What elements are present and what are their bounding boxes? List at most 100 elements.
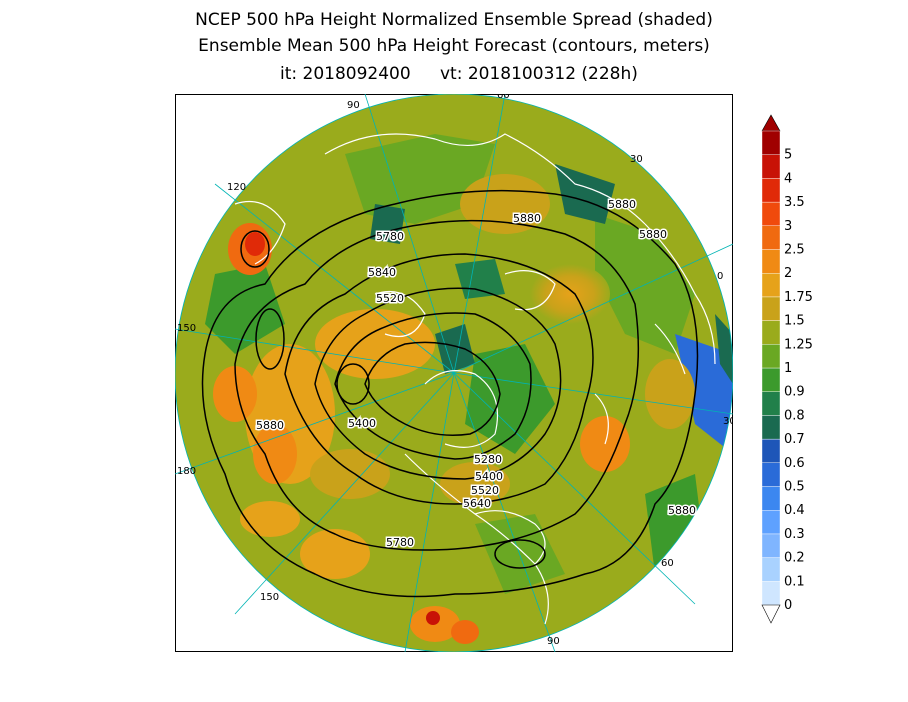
colorbar-label: 1.25 [784, 337, 813, 352]
colorbar-swatch [761, 581, 781, 606]
meridian-label: 150 [260, 592, 279, 603]
closed-contour [494, 539, 546, 569]
colorbar-swatch [761, 415, 781, 440]
contour-label: 5880 [639, 228, 667, 241]
spread-area-high [460, 174, 550, 234]
init-time: it: 2018092400 [280, 64, 411, 84]
colorbar-label: 0.5 [784, 480, 805, 495]
colorbar-label: 0.6 [784, 456, 805, 471]
spread-area-peak [245, 232, 265, 256]
spread-area-low [465, 344, 555, 454]
valid-time: vt: 2018100312 (228h) [440, 64, 638, 84]
colorbar-label: 0.7 [784, 432, 805, 447]
contour-label: 5640 [463, 497, 491, 510]
polar-stereographic-map: 5780 5840 5520 5880 5880 5880 5880 5400 … [175, 94, 733, 652]
colorbar-label: 0.8 [784, 408, 805, 423]
colorbar-swatch [761, 130, 781, 155]
meridian-labels: 60 30 0 30 60 90 120 150 180 150 120 90 [177, 94, 733, 647]
colorbar-swatch [761, 391, 781, 416]
colorbar-label: 3.5 [784, 195, 805, 210]
colorbar-swatch [761, 320, 781, 345]
colorbar-max-arrow [761, 114, 781, 132]
spread-area-low [435, 324, 475, 374]
spread-area-high [253, 424, 297, 484]
colorbar-label: 2 [784, 266, 792, 281]
contour-label: 5520 [471, 484, 499, 497]
colorbar-swatch [761, 486, 781, 511]
contour-label: 5880 [668, 504, 696, 517]
colorbar-swatch [761, 533, 781, 558]
spread-area-low [205, 264, 285, 354]
graticule [175, 94, 733, 652]
meridian-label: 60 [661, 558, 674, 569]
spread-area-high [645, 359, 695, 429]
meridian-label: 90 [547, 636, 560, 647]
contour-label: 5880 [256, 419, 284, 432]
height-contours [201, 189, 699, 598]
contour-label: 5520 [376, 292, 404, 305]
spread-area-low [345, 134, 495, 224]
colorbar-label: 1 [784, 361, 792, 376]
contour-5400 [334, 312, 532, 460]
closed-low [336, 363, 370, 405]
colorbar-labels: 0 0.1 0.2 0.3 0.4 0.5 0.6 0.7 0.8 0.9 1 1.25 1.5 1.75… [784, 148, 813, 613]
spread-area-min [675, 334, 733, 454]
colorbar: 0 0.1 0.2 0.3 0.4 0.5 0.6 0.7 0.8 0.9 1 1.25 1.5 1.75… [761, 114, 813, 624]
colorbar-swatch [761, 367, 781, 392]
contour-5520 [314, 287, 562, 480]
meridian-label: 150 [177, 323, 196, 334]
colorbar-swatch [761, 154, 781, 179]
meridian-label: 0 [717, 271, 723, 282]
contour-label: 5780 [386, 536, 414, 549]
meridian-label: 120 [227, 182, 246, 193]
meridian-label: 90 [347, 100, 360, 111]
colorbar-swatch [761, 272, 781, 298]
spread-area-low [715, 314, 733, 384]
meridian-label: 60 [497, 94, 510, 101]
contour-label: 5400 [348, 417, 376, 430]
contour-label: 5280 [474, 453, 502, 466]
meridian-label: 180 [177, 466, 196, 477]
contour-label: 5780 [376, 230, 404, 243]
colorbar-swatch [761, 510, 781, 535]
contour-5640 [284, 253, 594, 505]
title-line-1: NCEP 500 hPa Height Normalized Ensemble … [195, 10, 713, 30]
contour-5780 [234, 219, 640, 551]
colorbar-label: 0.3 [784, 527, 805, 542]
colorbar-label: 3 [784, 219, 792, 234]
closed-contour [255, 308, 285, 370]
meridian-label: 30 [723, 416, 733, 427]
spread-area-peak [426, 611, 440, 625]
contour-label: 5880 [513, 212, 541, 225]
contour-label: 5880 [608, 198, 636, 211]
colorbar-swatches [761, 114, 781, 624]
colorbar-label: 1.75 [784, 290, 813, 305]
spread-area-high [240, 501, 300, 537]
colorbar-swatch [761, 296, 781, 321]
coastlines [234, 133, 716, 625]
spread-area-high [310, 449, 390, 499]
meridian-label: 30 [630, 154, 643, 165]
colorbar-label: 2.5 [784, 243, 805, 258]
spread-area-high [315, 309, 435, 379]
colorbar-label: 0 [784, 598, 792, 613]
contour-labels: 5780 5840 5520 5880 5880 5880 5880 5400 … [255, 197, 698, 551]
contour-label: 5400 [475, 470, 503, 483]
colorbar-swatch [761, 462, 781, 487]
contour-5280 [364, 341, 501, 436]
colorbar-label: 0.9 [784, 385, 805, 400]
colorbar-label: 0.1 [784, 574, 805, 589]
colorbar-swatch [761, 178, 781, 203]
colorbar-swatch [761, 225, 781, 250]
colorbar-label: 1.5 [784, 314, 805, 329]
colorbar-swatch [761, 344, 781, 369]
colorbar-label: 5 [784, 148, 792, 163]
spread-area-high [213, 366, 257, 422]
colorbar-swatch [761, 557, 781, 582]
title-line-2: Ensemble Mean 500 hPa Height Forecast (c… [198, 36, 710, 56]
closed-contour [240, 230, 270, 268]
contour-5880 [201, 189, 699, 598]
colorbar-label: 4 [784, 171, 792, 186]
colorbar-label: 0.4 [784, 503, 805, 518]
contour-label: 5840 [368, 266, 396, 279]
